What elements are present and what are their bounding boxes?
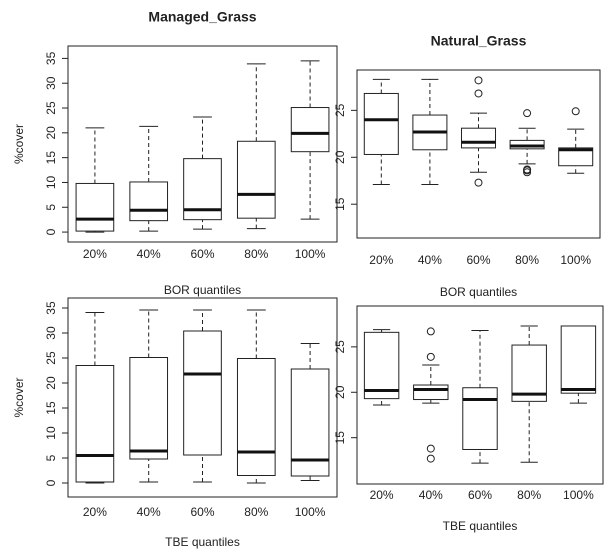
y-axis-title: %cover [12, 124, 26, 164]
x-tick-label: 80% [244, 247, 268, 261]
outlier [426, 327, 435, 336]
y-tick-label: 35 [44, 51, 58, 65]
y-tick-label: 20 [333, 385, 347, 399]
x-tick-label: 60% [466, 253, 490, 267]
x-tick-label: 60% [468, 488, 492, 502]
box [363, 331, 400, 400]
x-tick-label: 80% [517, 488, 541, 502]
x-tick-label: 40% [418, 253, 442, 267]
y-tick-label: 15 [333, 431, 347, 445]
x-tick-label: 40% [137, 247, 161, 261]
box [558, 147, 594, 167]
y-tick-label: 0 [44, 479, 58, 486]
box [129, 357, 169, 460]
y-tick-label: 15 [44, 401, 58, 415]
box [236, 358, 276, 476]
y-tick-label: 15 [44, 151, 58, 165]
plot-frame [67, 297, 338, 498]
y-tick-label: 25 [44, 351, 58, 365]
x-tick-label: 20% [369, 253, 393, 267]
plot-frame [356, 305, 604, 485]
x-tick-label: 40% [419, 488, 443, 502]
y-tick-label: 5 [44, 454, 58, 461]
outlier [426, 454, 435, 463]
x-axis-title: TBE quantiles [165, 535, 240, 549]
y-tick-label: 20 [44, 126, 58, 140]
y-axis-title: %cover [12, 377, 26, 417]
y-tick-label: 30 [44, 326, 58, 340]
y-tick-label: 20 [333, 150, 347, 164]
box [413, 384, 449, 401]
x-tick-label: 100% [563, 488, 594, 502]
x-axis-title: BOR quantiles [440, 285, 517, 299]
box [511, 344, 547, 402]
box [75, 182, 115, 232]
box [236, 140, 276, 219]
box [290, 107, 330, 153]
x-tick-label: 40% [137, 505, 161, 519]
box [363, 92, 399, 155]
y-tick-label: 10 [44, 426, 58, 440]
chart-title: Managed_Grass [148, 9, 256, 25]
box [560, 325, 597, 394]
box [183, 330, 222, 456]
x-tick-label: 60% [190, 247, 214, 261]
y-tick-label: 25 [333, 340, 347, 354]
outlier [426, 352, 435, 361]
plot-frame [356, 69, 601, 239]
x-axis-title: BOR quantiles [164, 283, 241, 297]
y-tick-label: 5 [44, 204, 58, 211]
box [462, 387, 498, 450]
box [129, 181, 169, 222]
plot-frame [67, 45, 338, 243]
box [290, 368, 330, 477]
box [460, 127, 497, 149]
x-tick-label: 80% [244, 505, 268, 519]
x-axis-title: TBE quantiles [443, 519, 518, 533]
outlier [474, 178, 483, 187]
outlier [523, 109, 532, 118]
box [75, 365, 115, 483]
y-tick-label: 10 [44, 175, 58, 189]
y-tick-label: 20 [44, 376, 58, 390]
outlier [474, 76, 483, 85]
y-tick-label: 35 [44, 301, 58, 315]
x-tick-label: 100% [295, 505, 326, 519]
outlier [474, 89, 483, 98]
y-tick-label: 25 [333, 103, 347, 117]
chart-title: Natural_Grass [431, 33, 527, 49]
y-tick-label: 15 [333, 197, 347, 211]
x-tick-label: 20% [370, 488, 394, 502]
x-tick-label: 20% [83, 247, 107, 261]
y-tick-label: 30 [44, 76, 58, 90]
outlier [426, 444, 435, 453]
outlier [571, 107, 580, 116]
x-tick-label: 60% [190, 505, 214, 519]
x-tick-label: 100% [560, 253, 591, 267]
y-tick-label: 25 [44, 101, 58, 115]
x-tick-label: 20% [83, 505, 107, 519]
outlier [523, 166, 532, 175]
y-tick-label: 0 [44, 228, 58, 235]
x-tick-label: 80% [515, 253, 539, 267]
x-tick-label: 100% [295, 247, 326, 261]
